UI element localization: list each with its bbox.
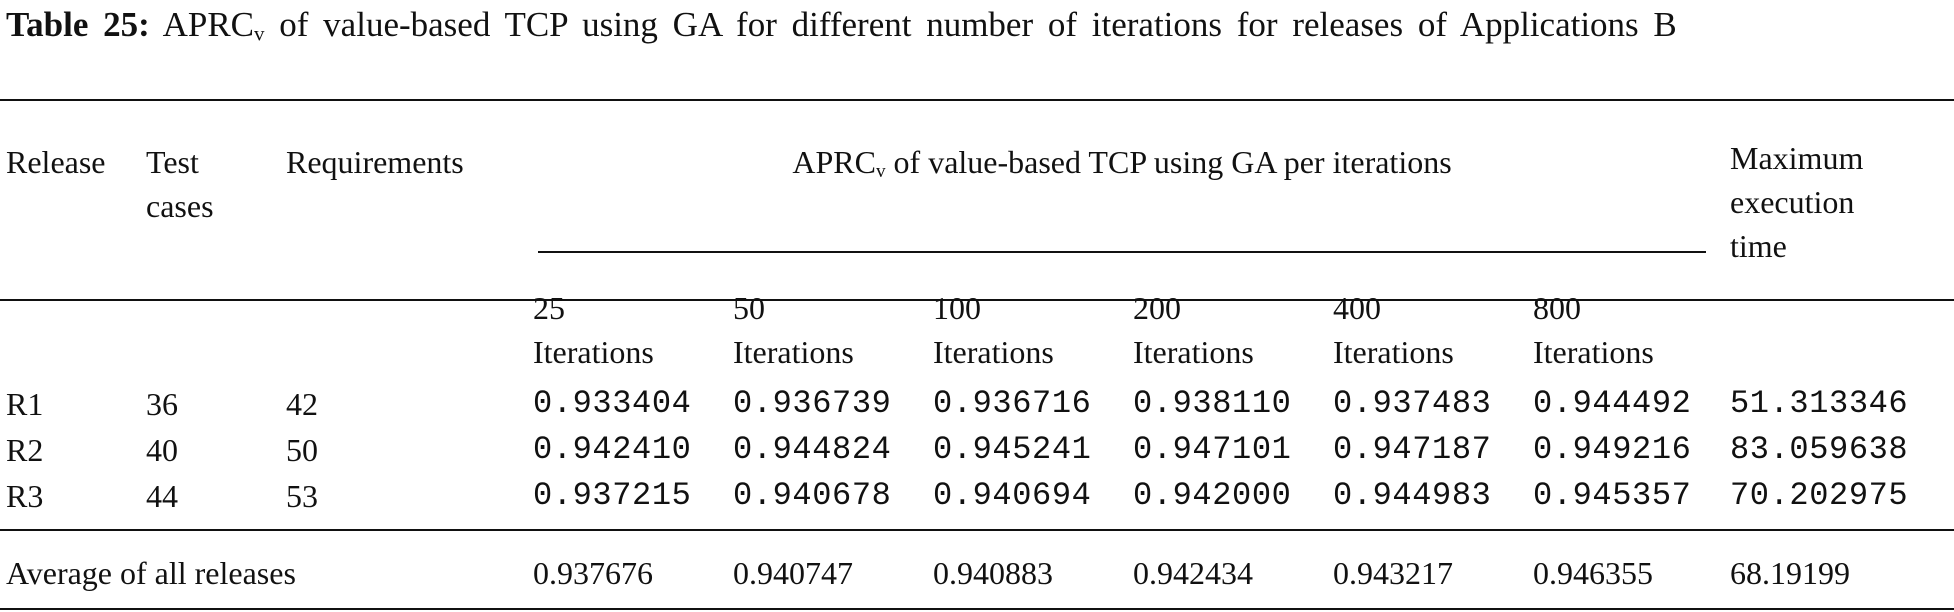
row-r3-test-cases: 44: [146, 478, 178, 514]
table-caption: Table 25: APRCv of value-based TCP using…: [6, 2, 1950, 48]
header-iter-400-num: 400: [1333, 290, 1381, 326]
row-r1-requirements: 42: [286, 386, 318, 422]
header-iter-25-num: 25: [533, 290, 565, 326]
row-r2-iter-100: 0.945241: [933, 431, 1092, 468]
average-iter-200: 0.942434: [1133, 555, 1253, 591]
header-iter-50-label: Iterations: [733, 334, 854, 370]
row-r2-iter-800: 0.949216: [1533, 431, 1692, 468]
row-r3-iter-200: 0.942000: [1133, 477, 1292, 514]
top-rule: [0, 99, 1954, 101]
row-r3-iter-400: 0.944983: [1333, 477, 1492, 514]
average-iter-50: 0.940747: [733, 555, 853, 591]
header-iter-100-num: 100: [933, 290, 981, 326]
average-iter-100: 0.940883: [933, 555, 1053, 591]
average-max-time: 68.19199: [1730, 555, 1850, 591]
average-iter-25: 0.937676: [533, 555, 653, 591]
row-r2-iter-400: 0.947187: [1333, 431, 1492, 468]
row-r1-iter-25: 0.933404: [533, 385, 692, 422]
row-r1-iter-200: 0.938110: [1133, 385, 1292, 422]
row-r2-iter-200: 0.947101: [1133, 431, 1292, 468]
caption-subscript: v: [254, 21, 265, 46]
average-iter-400: 0.943217: [1333, 555, 1453, 591]
row-r3-iter-25: 0.937215: [533, 477, 692, 514]
header-iter-800-label: Iterations: [1533, 334, 1654, 370]
body-rule: [0, 529, 1954, 531]
row-r3-iter-50: 0.940678: [733, 477, 892, 514]
row-r2-iter-25: 0.942410: [533, 431, 692, 468]
row-r2-iter-50: 0.944824: [733, 431, 892, 468]
row-r1-release: R1: [6, 386, 44, 422]
header-iter-400-label: Iterations: [1333, 334, 1454, 370]
bottom-rule: [0, 608, 1954, 610]
header-test-cases-line1: Test: [146, 144, 199, 180]
average-label: Average of all releases: [6, 555, 296, 591]
header-iter-25-label: Iterations: [533, 334, 654, 370]
row-r3-iter-100: 0.940694: [933, 477, 1092, 514]
caption-label: Table 25:: [6, 5, 150, 44]
row-r3-release: R3: [6, 478, 44, 514]
header-max-time-line3: time: [1730, 228, 1787, 264]
header-iter-200-num: 200: [1133, 290, 1181, 326]
row-r2-max-time: 83.059638: [1730, 431, 1909, 468]
caption-text-pre: APRC: [162, 5, 255, 44]
caption-text-post: of value-based TCP using GA for differen…: [279, 5, 1677, 44]
header-iter-800-num: 800: [1533, 290, 1581, 326]
header-rule: [0, 299, 1954, 301]
header-max-time-line2: execution: [1730, 184, 1855, 220]
row-r3-max-time: 70.202975: [1730, 477, 1909, 514]
header-iter-100-label: Iterations: [933, 334, 1054, 370]
row-r1-iter-50: 0.936739: [733, 385, 892, 422]
row-r1-max-time: 51.313346: [1730, 385, 1909, 422]
row-r1-iter-400: 0.937483: [1333, 385, 1492, 422]
group-rule: [538, 251, 1706, 253]
header-iter-50-num: 50: [733, 290, 765, 326]
header-release: Release: [6, 144, 106, 180]
header-iter-200-label: Iterations: [1133, 334, 1254, 370]
header-group: APRCv of value-based TCP using GA per it…: [792, 144, 1452, 183]
row-r2-release: R2: [6, 432, 44, 468]
row-r2-requirements: 50: [286, 432, 318, 468]
row-r1-test-cases: 36: [146, 386, 178, 422]
header-requirements: Requirements: [286, 144, 464, 180]
row-r1-iter-100: 0.936716: [933, 385, 1092, 422]
row-r2-test-cases: 40: [146, 432, 178, 468]
average-iter-800: 0.946355: [1533, 555, 1653, 591]
header-test-cases-line2: cases: [146, 188, 214, 224]
header-max-time-line1: Maximum: [1730, 140, 1864, 176]
row-r1-iter-800: 0.944492: [1533, 385, 1692, 422]
row-r3-requirements: 53: [286, 478, 318, 514]
row-r3-iter-800: 0.945357: [1533, 477, 1692, 514]
